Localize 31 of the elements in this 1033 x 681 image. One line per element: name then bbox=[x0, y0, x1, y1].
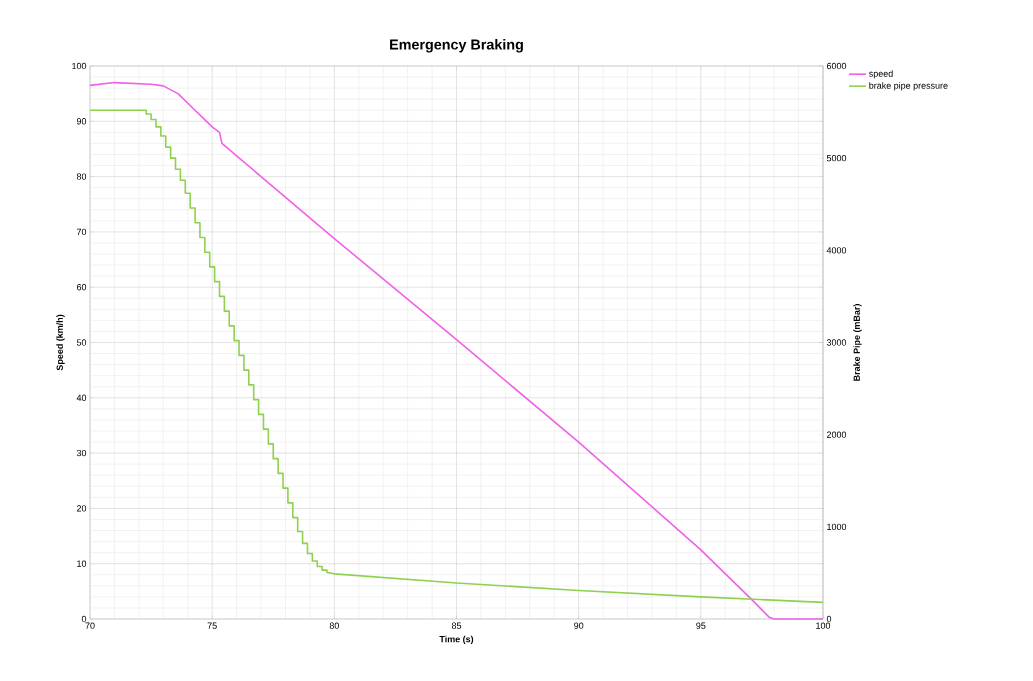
y-tick-label: 0 bbox=[81, 615, 87, 623]
y-tick-label: 40 bbox=[76, 394, 87, 401]
y2-axis-title: Brake Pipe (mBar) bbox=[853, 304, 862, 381]
y-tick-label: 100 bbox=[72, 62, 87, 70]
x-tick-label: 95 bbox=[696, 622, 706, 629]
y-tick-label: 60 bbox=[76, 284, 87, 291]
y2-tick-label: 2000 bbox=[826, 431, 847, 438]
x-axis-title: Time (s) bbox=[439, 635, 474, 645]
y2-tick-label: 5000 bbox=[826, 154, 847, 162]
x-tick-label: 100 bbox=[816, 622, 831, 629]
legend-label: brake pipe pressure bbox=[869, 82, 948, 91]
x-tick-label: 90 bbox=[574, 622, 584, 629]
legend-label: speed bbox=[869, 70, 893, 79]
x-tick-label: 75 bbox=[207, 622, 217, 629]
y-axis-title: Speed (km/h) bbox=[56, 314, 65, 371]
y2-tick-label: 0 bbox=[826, 615, 832, 623]
chart-title: Emergency Braking bbox=[390, 39, 523, 53]
y2-tick-label: 4000 bbox=[826, 247, 847, 254]
y-tick-label: 70 bbox=[76, 228, 87, 236]
y-tick-label: 50 bbox=[76, 339, 87, 346]
y2-tick-label: 3000 bbox=[826, 339, 847, 346]
x-tick-label: 85 bbox=[451, 622, 462, 629]
y-tick-label: 30 bbox=[76, 449, 87, 457]
y2-tick-label: 1000 bbox=[827, 523, 847, 531]
x-tick-label: 80 bbox=[329, 622, 339, 629]
y-tick-label: 90 bbox=[76, 118, 87, 125]
y2-tick-label: 6000 bbox=[826, 62, 847, 70]
y-tick-label: 80 bbox=[76, 173, 87, 180]
x-tick-label: 70 bbox=[85, 622, 95, 629]
y-tick-label: 20 bbox=[76, 505, 87, 512]
y-tick-label: 10 bbox=[77, 560, 87, 567]
